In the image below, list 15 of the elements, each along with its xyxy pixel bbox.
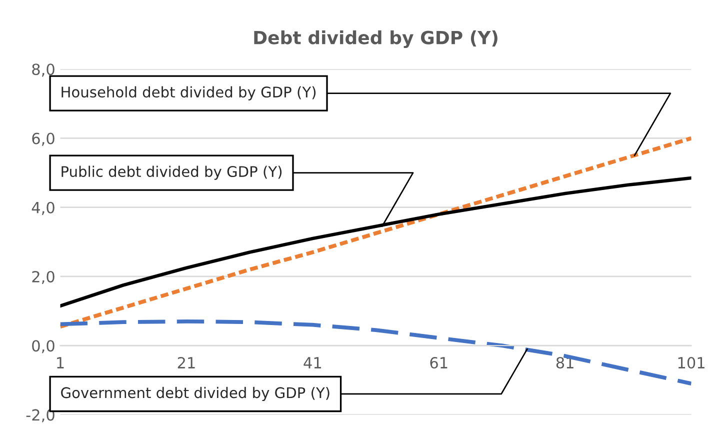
annotation: Public debt divided by GDP (Y)	[62, 166, 282, 180]
y-tick-label: 0,0	[32, 340, 54, 354]
x-tick-label: 21	[178, 356, 195, 368]
y-tick-label: 4,0	[32, 202, 54, 215]
y-tick-label: 6,0	[32, 132, 54, 146]
y-tick-label: 2,0	[32, 270, 54, 284]
x-tick-label: 61	[430, 356, 448, 369]
line-series	[60, 136, 692, 329]
annotation: Household debt divided by GDP (Y)	[62, 86, 316, 100]
x-tick-label: 41	[304, 357, 321, 368]
x-tick-label: 1	[57, 357, 64, 368]
x-tick-label: 101	[678, 356, 704, 369]
y-tick-label: 8,0	[32, 64, 54, 77]
annotation: Government debt divided by GDP (Y)	[61, 386, 330, 402]
chart-title: Debt divided by GDP (Y)	[254, 30, 498, 48]
